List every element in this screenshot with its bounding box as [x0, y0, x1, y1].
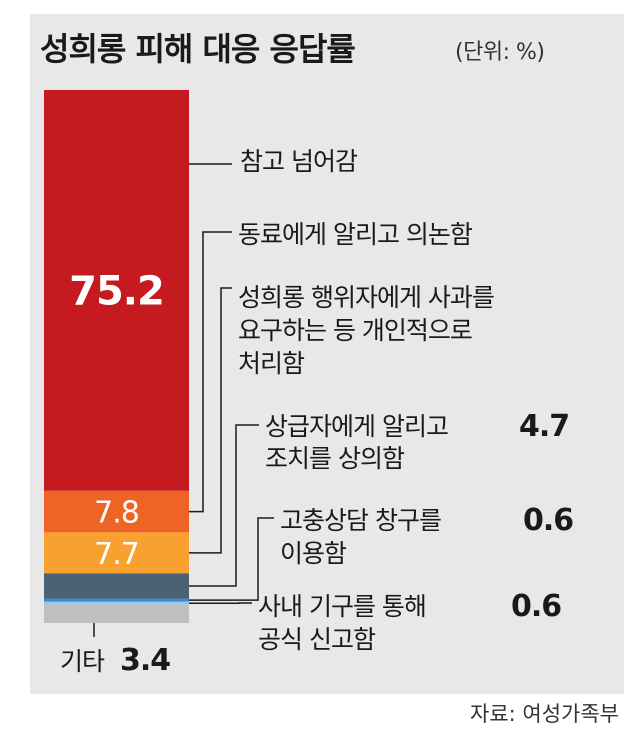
category-label-2-line-0: 성희롱 행위자에게 사과를	[238, 283, 494, 312]
chart-title: 성희롱 피해 대응 응답률	[40, 30, 356, 68]
value-label-0: 75.2	[69, 268, 164, 314]
leader-line-2	[189, 287, 232, 554]
category-label-2-line-1: 요구하는 등 개인적으로	[238, 316, 472, 345]
source-note: 자료: 여성가족부	[470, 702, 619, 726]
unit-label: (단위: %)	[455, 40, 545, 65]
category-label-5-line-1: 공식 신고함	[258, 625, 376, 654]
value-label-5: 0.6	[511, 589, 561, 624]
category-label-6-line-0: 기타	[60, 647, 105, 676]
bar-segment-5	[44, 601, 189, 605]
category-label-1-line-0: 동료에게 알리고 의논함	[238, 220, 473, 249]
leader-line-1	[189, 231, 232, 513]
bar-segment-2	[44, 532, 189, 574]
category-label-3-line-1: 조치를 상의함	[265, 444, 405, 473]
category-label-0-line-0: 참고 넘어감	[240, 147, 358, 176]
value-label-1: 7.8	[94, 496, 139, 531]
category-label-4-line-1: 이용함	[280, 539, 347, 568]
category-label-3-line-0: 상급자에게 알리고	[265, 412, 448, 441]
value-label-2: 7.7	[94, 537, 139, 572]
bar-segment-6	[44, 604, 189, 623]
category-label-5-line-0: 사내 기구를 통해	[258, 592, 426, 621]
value-label-4: 0.6	[523, 503, 573, 538]
category-label-4-line-0: 고충상담 창구를	[280, 506, 441, 535]
bar-segment-0	[44, 90, 189, 491]
bar-segment-4	[44, 598, 189, 602]
bar-segment-3	[44, 573, 189, 599]
category-label-2-line-2: 처리함	[238, 349, 305, 378]
value-label-6: 3.4	[120, 643, 170, 678]
value-label-3: 4.7	[519, 409, 569, 444]
leader-line-3	[189, 424, 259, 587]
leader-line-4	[189, 517, 274, 601]
bar-segment-1	[44, 490, 189, 533]
